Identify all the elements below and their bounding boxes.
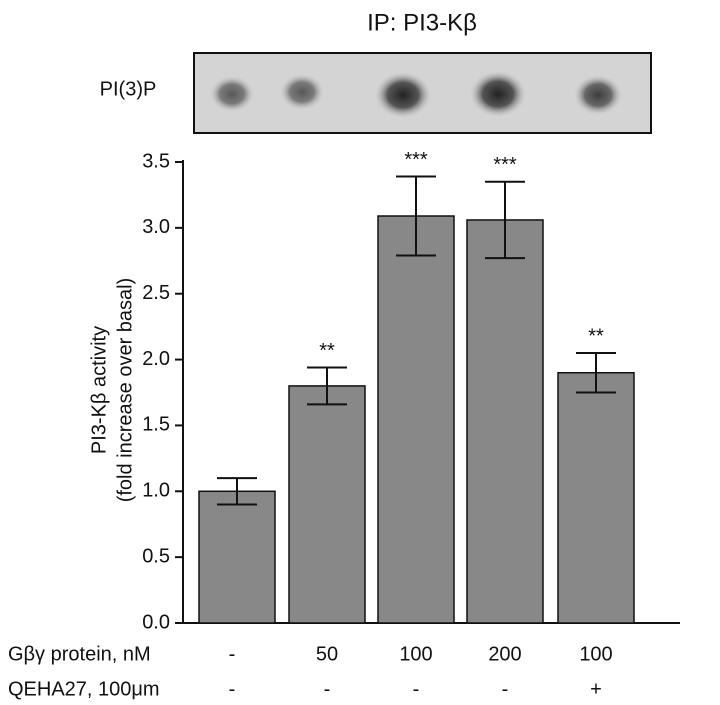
bar (557, 371, 635, 624)
blot-label: PI(3)P (100, 78, 157, 100)
bar (288, 385, 366, 624)
bar (466, 219, 544, 624)
row-value: 100 (399, 643, 432, 665)
significance: *** (404, 149, 428, 171)
y-tick-label: 1.0 (142, 480, 170, 502)
row-label: QEHA27, 100μm (8, 678, 160, 700)
bar (198, 490, 276, 624)
significance: ** (588, 325, 604, 347)
y-tick-label: 1.5 (142, 414, 170, 436)
y-axis-label: (fold increase over basal) (114, 278, 136, 503)
row-value: 100 (579, 643, 612, 665)
y-tick-label: 2.5 (142, 282, 170, 304)
row-value: - (502, 678, 509, 700)
row-value: - (413, 678, 420, 700)
row-value: - (324, 678, 331, 700)
y-tick-label: 0.0 (142, 611, 170, 633)
row-value: - (229, 643, 236, 665)
row-value: 50 (316, 643, 338, 665)
significance: ** (319, 340, 335, 362)
y-axis-label: PI3-Kβ activity (88, 326, 110, 454)
y-tick-label: 2.0 (142, 348, 170, 370)
bar (377, 215, 455, 624)
significance: *** (493, 154, 517, 176)
blot-spots (210, 71, 622, 118)
row-label: Gβγ protein, nM (8, 643, 151, 665)
y-tick-label: 3.0 (142, 216, 170, 238)
chart-title: IP: PI3-Kβ (367, 9, 477, 36)
row-value: - (229, 678, 236, 700)
row-value: 200 (488, 643, 521, 665)
y-tick-label: 0.5 (142, 545, 170, 567)
row-value: + (590, 678, 602, 700)
y-tick-label: 3.5 (142, 150, 170, 172)
